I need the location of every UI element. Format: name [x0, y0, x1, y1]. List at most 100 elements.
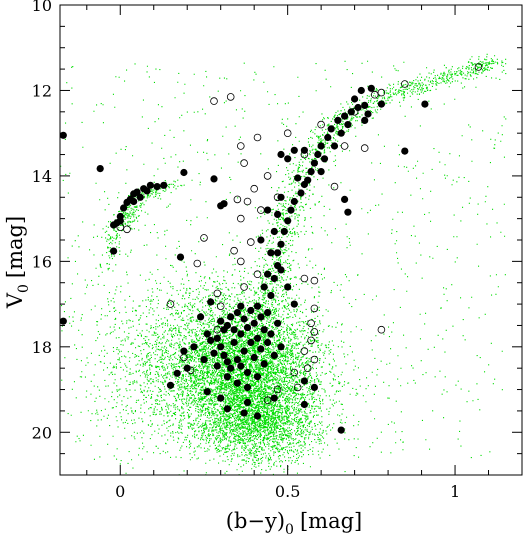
member-star-filled: [230, 338, 238, 347]
member-star-filled: [284, 155, 292, 163]
member-star-filled: [220, 200, 228, 208]
member-star-open: [213, 325, 222, 334]
member-star-filled: [344, 121, 352, 129]
member-star-filled: [250, 319, 258, 327]
member-star-filled: [300, 146, 308, 154]
member-star-filled: [223, 358, 231, 366]
member-star-filled: [203, 388, 211, 396]
member-star-filled: [344, 208, 352, 216]
member-star-filled: [217, 394, 225, 402]
member-star-filled: [287, 206, 295, 214]
member-star-filled: [367, 84, 375, 92]
x-axis-label: (b−y)0 [mag]: [226, 509, 362, 535]
member-star-open: [293, 383, 302, 392]
member-star-filled: [357, 86, 365, 95]
y-tick-label: 20: [32, 423, 52, 442]
member-star-open: [240, 159, 248, 167]
member-star-filled: [197, 313, 205, 321]
member-star-open: [310, 328, 319, 336]
member-star-filled: [260, 326, 268, 334]
member-star-filled: [233, 379, 241, 387]
member-star-open: [310, 276, 319, 285]
member-star-filled: [183, 364, 191, 372]
member-star-filled: [227, 364, 235, 372]
member-star-filled: [327, 125, 335, 133]
member-star-filled: [133, 188, 141, 196]
member-star-filled: [180, 347, 188, 355]
member-star-open: [340, 142, 349, 150]
member-star-filled: [284, 217, 292, 225]
member-star-open: [237, 142, 245, 150]
member-star-filled: [153, 183, 161, 191]
member-star-open: [253, 270, 262, 279]
member-star-open: [273, 193, 282, 202]
member-star-open: [290, 368, 299, 377]
member-star-open: [247, 238, 255, 246]
member-star-open: [377, 325, 386, 334]
tick-labels: 0 0.5 1 10 12 14 16 18 20: [32, 0, 460, 501]
member-star-open: [310, 304, 319, 313]
member-star-filled: [240, 409, 248, 417]
member-star-open: [474, 63, 483, 71]
member-star-filled: [401, 147, 409, 155]
member-star-filled: [294, 174, 302, 182]
member-star-filled: [176, 253, 185, 261]
member-star-filled: [257, 313, 265, 321]
member-star-filled: [180, 168, 188, 177]
member-star-filled: [110, 221, 118, 229]
member-star-filled: [277, 343, 285, 351]
member-star-filled: [264, 338, 272, 347]
member-star-filled: [223, 405, 231, 413]
member-star-filled: [227, 313, 235, 321]
member-star-filled: [274, 249, 282, 257]
member-star-filled: [116, 217, 124, 225]
member-star-filled: [217, 317, 225, 325]
member-star-open: [213, 289, 222, 298]
member-star-open: [233, 195, 242, 204]
axis-ticks: [60, 4, 523, 476]
member-star-filled: [341, 195, 349, 203]
member-star-filled: [237, 330, 245, 338]
member-star-open: [200, 234, 208, 242]
member-star-filled: [290, 300, 298, 308]
y-tick-label: 18: [32, 338, 52, 357]
member-star-filled: [253, 412, 262, 420]
member-star-open: [377, 88, 386, 97]
member-star-filled: [317, 168, 325, 176]
member-star-filled: [324, 133, 332, 142]
member-star-filled: [270, 351, 278, 359]
member-star-filled: [59, 317, 67, 325]
member-star-filled: [260, 283, 268, 291]
member-star-filled: [314, 150, 322, 159]
member-star-filled: [264, 206, 272, 214]
member-star-filled: [284, 283, 292, 291]
member-star-filled: [300, 400, 308, 409]
member-star-filled: [264, 309, 272, 317]
member-star-filled: [253, 373, 262, 381]
member-star-filled: [297, 189, 305, 197]
member-star-filled: [210, 175, 218, 183]
x-tick-label: 1: [450, 482, 460, 501]
member-star-filled: [213, 334, 221, 342]
member-star-filled: [243, 398, 252, 406]
member-star-open: [300, 274, 309, 283]
member-star-open: [186, 366, 195, 375]
member-star-filled: [250, 353, 258, 362]
member-star-filled: [317, 142, 325, 150]
member-star-filled: [267, 249, 275, 257]
member-star-filled: [96, 165, 104, 173]
member-star-filled: [330, 142, 339, 150]
member-star-filled: [223, 373, 231, 381]
member-star-filled: [160, 181, 168, 189]
member-star-filled: [310, 159, 318, 167]
member-star-open: [350, 108, 359, 116]
member-star-filled: [136, 193, 144, 201]
member-star-filled: [361, 101, 369, 109]
member-star-filled: [207, 336, 215, 344]
member-star-filled: [310, 383, 318, 391]
member-star-filled: [110, 247, 118, 255]
member-star-open: [400, 80, 409, 88]
member-star-open: [123, 225, 131, 234]
member-star-open: [243, 197, 252, 206]
